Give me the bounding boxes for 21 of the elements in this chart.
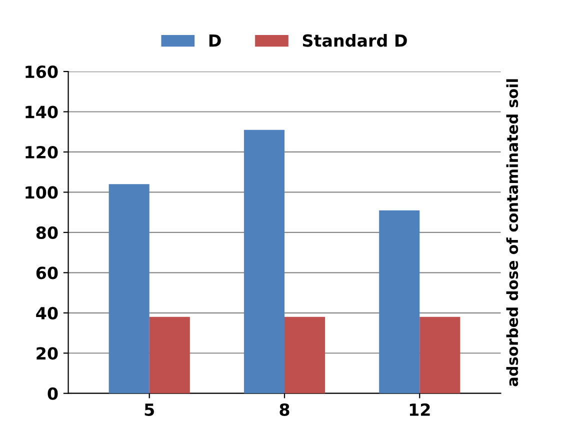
bar (284, 316, 326, 394)
bar (108, 184, 150, 394)
legend-label: D (209, 34, 221, 47)
legend-label: Standard D (302, 34, 407, 47)
y-tick-label: 20 (36, 347, 58, 360)
x-tick-label: 5 (144, 404, 154, 416)
bar (244, 130, 284, 394)
x-tick-label: 8 (280, 403, 290, 416)
bar (379, 210, 420, 394)
y-tick-label: 120 (26, 146, 58, 159)
y-tick-label: 60 (36, 266, 58, 280)
bar (149, 316, 190, 394)
x-tick-label: 12 (410, 403, 430, 416)
y-tick-label: 160 (26, 65, 58, 78)
y-tick-label: 40 (36, 306, 58, 320)
y-axis-title: adsorbed dose of contaminated soil (506, 79, 518, 386)
y-tick-label: 140 (26, 106, 58, 118)
y-tick-label: 0 (48, 387, 58, 400)
bar (420, 316, 460, 394)
y-tick-label: 80 (36, 226, 58, 240)
y-tick-label: 100 (26, 186, 58, 199)
